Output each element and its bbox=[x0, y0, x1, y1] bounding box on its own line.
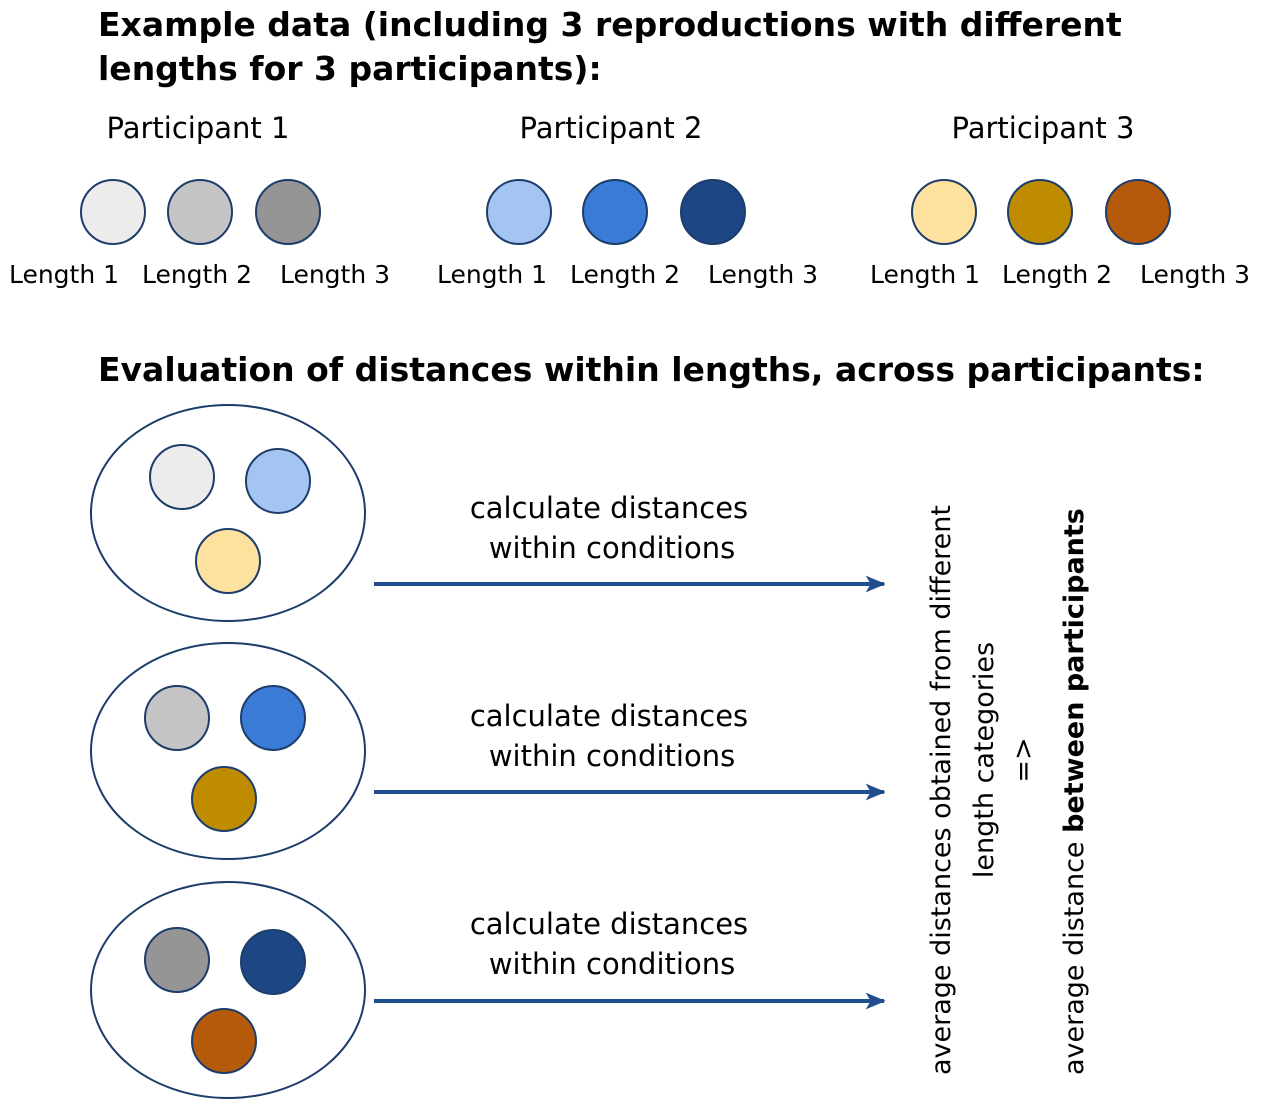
participant-3-length-2-circle bbox=[1007, 179, 1073, 245]
conclusion-text-block: average distances obtained from differen… bbox=[926, 505, 1090, 1075]
evaluation-group-3: calculate distances within conditions bbox=[90, 881, 886, 1099]
group-3-ellipse bbox=[90, 881, 366, 1099]
conclusion-line3: => bbox=[1008, 737, 1039, 782]
participant-1-length-2-label: Length 2 bbox=[142, 260, 252, 289]
participant-1-length-1-circle bbox=[80, 179, 146, 245]
group-3-participant-1-circle bbox=[144, 927, 210, 993]
evaluation-group-1: calculate distances within conditions bbox=[90, 404, 886, 622]
participant-2-length-2-label: Length 2 bbox=[570, 260, 680, 289]
evaluation-group-2: calculate distances within conditions bbox=[90, 642, 886, 860]
participant-3-length-2-label: Length 2 bbox=[1002, 260, 1112, 289]
example-title-line1: Example data (including 3 reproductions … bbox=[98, 5, 1122, 44]
participant-1-length-3-label: Length 3 bbox=[280, 260, 390, 289]
group-1-arrow-label-line1: calculate distances bbox=[470, 491, 748, 525]
group-2-ellipse bbox=[90, 642, 366, 860]
group-1-participant-2-circle bbox=[245, 448, 311, 514]
participant-2-length-2-circle bbox=[582, 179, 648, 245]
conclusion-line4-bold: between participants bbox=[1059, 508, 1090, 833]
participant-3-length-3-circle bbox=[1105, 179, 1171, 245]
group-1-arrow-label-line2: within conditions bbox=[489, 531, 735, 565]
conclusion-line2: length categories bbox=[969, 642, 1000, 878]
participant-1-label: Participant 1 bbox=[107, 111, 290, 145]
group-1-ellipse bbox=[90, 404, 366, 622]
participant-1-length-2-circle bbox=[167, 179, 233, 245]
group-2-participant-3-circle bbox=[191, 766, 257, 832]
participant-1-length-1-label: Length 1 bbox=[9, 260, 119, 289]
participant-3-group: Participant 3 Length 1 Length 2 Length 3 bbox=[870, 111, 1250, 289]
group-3-arrow-label-line2: within conditions bbox=[489, 947, 735, 981]
participant-3-label: Participant 3 bbox=[952, 111, 1135, 145]
group-2-participant-2-circle bbox=[240, 685, 306, 751]
group-2-arrow-label-line1: calculate distances bbox=[470, 699, 748, 733]
participant-3-length-1-label: Length 1 bbox=[870, 260, 980, 289]
conclusion-line4: average distance between participants bbox=[1059, 508, 1090, 1075]
participant-3-length-3-label: Length 3 bbox=[1140, 260, 1250, 289]
participant-1-length-3-circle bbox=[255, 179, 321, 245]
evaluation-title: Evaluation of distances within lengths, … bbox=[98, 350, 1205, 389]
group-1-participant-1-circle bbox=[149, 444, 215, 510]
participant-3-length-1-circle bbox=[911, 179, 977, 245]
participant-2-length-3-circle bbox=[680, 179, 746, 245]
participant-2-length-1-circle bbox=[486, 179, 552, 245]
participant-2-length-1-label: Length 1 bbox=[437, 260, 547, 289]
conclusion-line4-prefix: average distance bbox=[1059, 833, 1090, 1075]
participant-1-group: Participant 1 Length 1 Length 2 Length 3 bbox=[9, 111, 390, 289]
participant-2-label: Participant 2 bbox=[520, 111, 703, 145]
group-2-arrow-label-line2: within conditions bbox=[489, 739, 735, 773]
group-2-participant-1-circle bbox=[144, 685, 210, 751]
group-1-participant-3-circle bbox=[195, 528, 261, 594]
participant-2-group: Participant 2 Length 1 Length 2 Length 3 bbox=[437, 111, 818, 289]
group-3-participant-2-circle bbox=[240, 929, 306, 995]
group-3-participant-3-circle bbox=[191, 1008, 257, 1074]
participant-2-length-3-label: Length 3 bbox=[708, 260, 818, 289]
group-3-arrow-label-line1: calculate distances bbox=[470, 907, 748, 941]
conclusion-line1: average distances obtained from differen… bbox=[926, 505, 957, 1075]
example-title-line2: lengths for 3 participants): bbox=[98, 49, 602, 88]
